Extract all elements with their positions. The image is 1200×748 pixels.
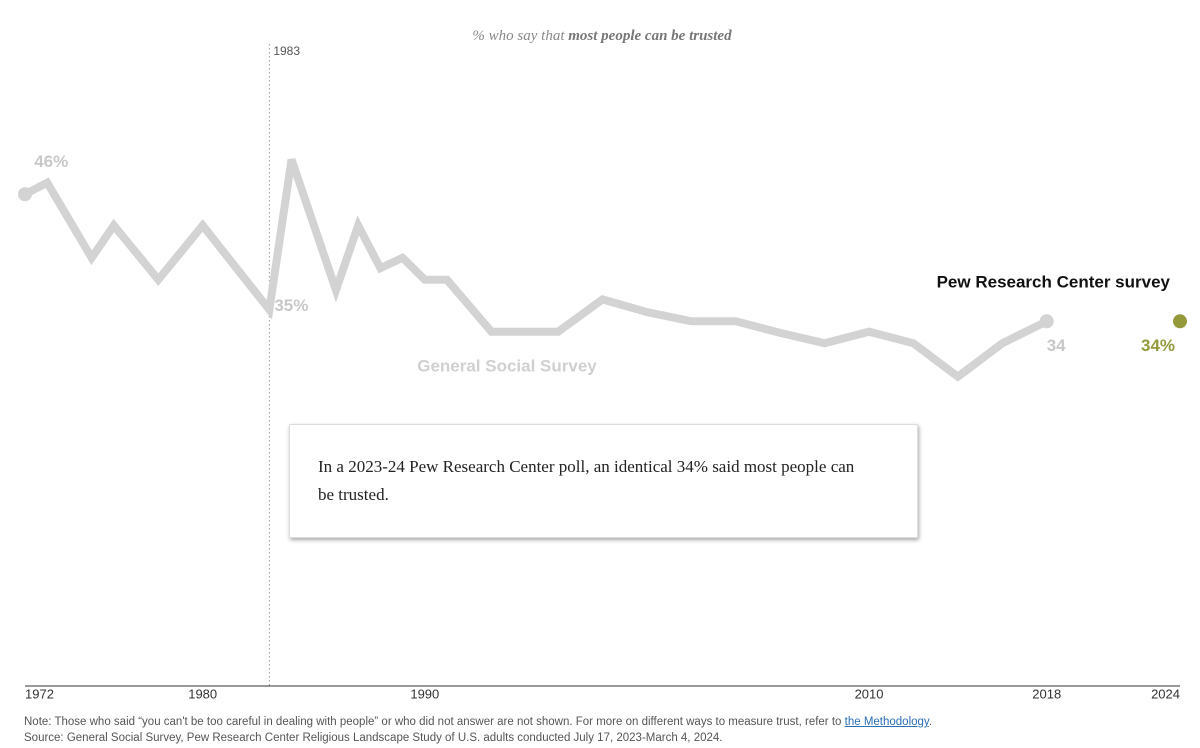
source: Source: General Social Survey, Pew Resea… bbox=[24, 732, 723, 744]
subtitle: % who say that most people can be truste… bbox=[472, 28, 732, 44]
reference-label: 1983 bbox=[273, 44, 300, 58]
subtitle-text: % who say that bbox=[472, 28, 565, 44]
value-label: 34% bbox=[1141, 336, 1175, 355]
note-end: . bbox=[928, 716, 933, 728]
callout: In a 2023-24 Pew Research Center poll, a… bbox=[289, 424, 918, 538]
point bbox=[1039, 314, 1054, 329]
x-tick-label: 1972 bbox=[25, 686, 54, 701]
x-tick-label: 1980 bbox=[188, 686, 217, 701]
x-tick-label: 2018 bbox=[1032, 686, 1061, 701]
note: Note: Those who said “you can't be too c… bbox=[24, 716, 932, 728]
subtitle-emphasis: most people can be trusted bbox=[568, 28, 732, 44]
value-label: 46% bbox=[34, 152, 68, 171]
line bbox=[23, 158, 1049, 382]
note-text: Note: Those who said “you can't be too c… bbox=[24, 716, 842, 728]
methodology-link[interactable]: the Methodology bbox=[844, 716, 929, 728]
value-label: 34 bbox=[1047, 336, 1066, 355]
series-label: Pew Research Center survey bbox=[937, 272, 1171, 291]
point bbox=[18, 187, 32, 202]
value-label: 35% bbox=[274, 296, 308, 315]
callout-text: In a 2023-24 Pew Research Center poll, a… bbox=[318, 457, 855, 504]
chart: % who say that most people can be truste… bbox=[18, 28, 1187, 701]
x-tick-label: 1990 bbox=[410, 686, 439, 701]
point bbox=[1173, 314, 1187, 329]
x-tick-label: 2010 bbox=[855, 686, 884, 701]
series-label: General Social Survey bbox=[417, 356, 597, 375]
x-tick-label: 2024 bbox=[1151, 686, 1180, 701]
